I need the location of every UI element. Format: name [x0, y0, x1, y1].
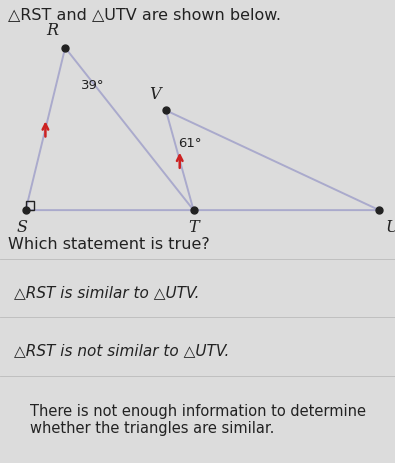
Text: 61°: 61° [178, 137, 201, 150]
Text: U: U [385, 219, 395, 236]
Text: There is not enough information to determine
whether the triangles are similar.: There is not enough information to deter… [30, 403, 366, 435]
Text: 39°: 39° [81, 79, 104, 92]
Text: S: S [16, 219, 27, 236]
Text: Which statement is true?: Which statement is true? [8, 236, 210, 251]
Text: V: V [150, 86, 161, 103]
Text: △RST is similar to △UTV.: △RST is similar to △UTV. [14, 285, 199, 300]
Text: R: R [46, 21, 58, 38]
Text: △RST and △UTV are shown below.: △RST and △UTV are shown below. [8, 7, 281, 22]
Text: △RST is not similar to △UTV.: △RST is not similar to △UTV. [14, 343, 229, 357]
Text: T: T [188, 219, 199, 236]
